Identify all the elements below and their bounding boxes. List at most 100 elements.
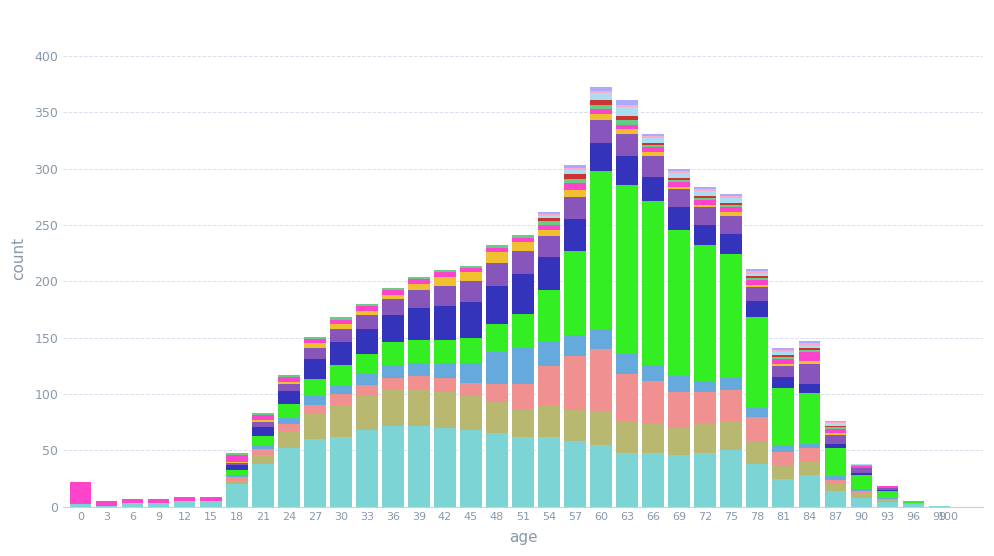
- X-axis label: age: age: [509, 530, 538, 545]
- Bar: [616, 107, 638, 116]
- Bar: [668, 171, 690, 173]
- Bar: [642, 177, 664, 201]
- Bar: [721, 421, 743, 450]
- Bar: [460, 430, 482, 507]
- Bar: [409, 340, 429, 363]
- Bar: [226, 453, 248, 455]
- Bar: [721, 205, 743, 207]
- Bar: [721, 193, 743, 196]
- Bar: [695, 189, 716, 191]
- Bar: [668, 178, 690, 180]
- Bar: [70, 504, 91, 507]
- Bar: [434, 428, 456, 507]
- Bar: [825, 422, 846, 423]
- Bar: [251, 426, 273, 436]
- Bar: [746, 317, 768, 408]
- Bar: [642, 145, 664, 147]
- Bar: [304, 336, 326, 339]
- Bar: [721, 216, 743, 234]
- Bar: [434, 272, 456, 277]
- Bar: [434, 363, 456, 378]
- Bar: [616, 105, 638, 107]
- Bar: [903, 501, 924, 503]
- Bar: [538, 405, 560, 437]
- Bar: [538, 236, 560, 257]
- Bar: [642, 156, 664, 177]
- Bar: [565, 179, 585, 183]
- Bar: [95, 505, 117, 507]
- Bar: [798, 353, 820, 361]
- Bar: [746, 301, 768, 317]
- Bar: [772, 348, 794, 350]
- Bar: [538, 257, 560, 290]
- Bar: [356, 385, 378, 396]
- Bar: [512, 437, 534, 507]
- Bar: [590, 120, 612, 143]
- Bar: [877, 498, 899, 499]
- Bar: [330, 320, 352, 324]
- Bar: [330, 342, 352, 365]
- Bar: [695, 187, 716, 189]
- Bar: [668, 187, 690, 189]
- Bar: [721, 390, 743, 421]
- Bar: [772, 366, 794, 377]
- Bar: [825, 435, 846, 444]
- Bar: [746, 269, 768, 271]
- Bar: [251, 422, 273, 426]
- Bar: [825, 444, 846, 448]
- Bar: [590, 93, 612, 100]
- Bar: [590, 411, 612, 445]
- Bar: [382, 425, 404, 507]
- Bar: [304, 348, 326, 359]
- Bar: [330, 385, 352, 394]
- Bar: [460, 396, 482, 430]
- Bar: [538, 219, 560, 221]
- Bar: [565, 356, 585, 410]
- Bar: [590, 105, 612, 109]
- Bar: [695, 380, 716, 392]
- Bar: [460, 383, 482, 396]
- Bar: [903, 503, 924, 504]
- Bar: [668, 182, 690, 187]
- Bar: [590, 445, 612, 507]
- Bar: [825, 429, 846, 434]
- Bar: [642, 453, 664, 507]
- Bar: [565, 197, 585, 220]
- Bar: [512, 314, 534, 348]
- Bar: [616, 421, 638, 453]
- Bar: [825, 426, 846, 429]
- Bar: [226, 463, 248, 465]
- Bar: [460, 337, 482, 363]
- Bar: [772, 465, 794, 479]
- Bar: [590, 349, 612, 411]
- Bar: [434, 286, 456, 306]
- Bar: [382, 295, 404, 300]
- Bar: [668, 230, 690, 376]
- Bar: [746, 271, 768, 274]
- Bar: [278, 424, 299, 431]
- Bar: [304, 439, 326, 507]
- Bar: [642, 380, 664, 423]
- Bar: [512, 348, 534, 384]
- Bar: [798, 364, 820, 384]
- Bar: [590, 143, 612, 171]
- Bar: [695, 245, 716, 380]
- Bar: [226, 475, 248, 478]
- Bar: [409, 277, 429, 279]
- Bar: [304, 405, 326, 414]
- Bar: [356, 374, 378, 385]
- Bar: [590, 171, 612, 329]
- Bar: [330, 329, 352, 342]
- Bar: [798, 475, 820, 507]
- Bar: [278, 381, 299, 384]
- Bar: [251, 455, 273, 464]
- Bar: [565, 220, 585, 251]
- Bar: [251, 449, 273, 455]
- Bar: [616, 116, 638, 120]
- Bar: [851, 473, 873, 475]
- Bar: [590, 329, 612, 349]
- Bar: [668, 169, 690, 171]
- Bar: [121, 503, 143, 507]
- Bar: [278, 404, 299, 418]
- Bar: [590, 100, 612, 105]
